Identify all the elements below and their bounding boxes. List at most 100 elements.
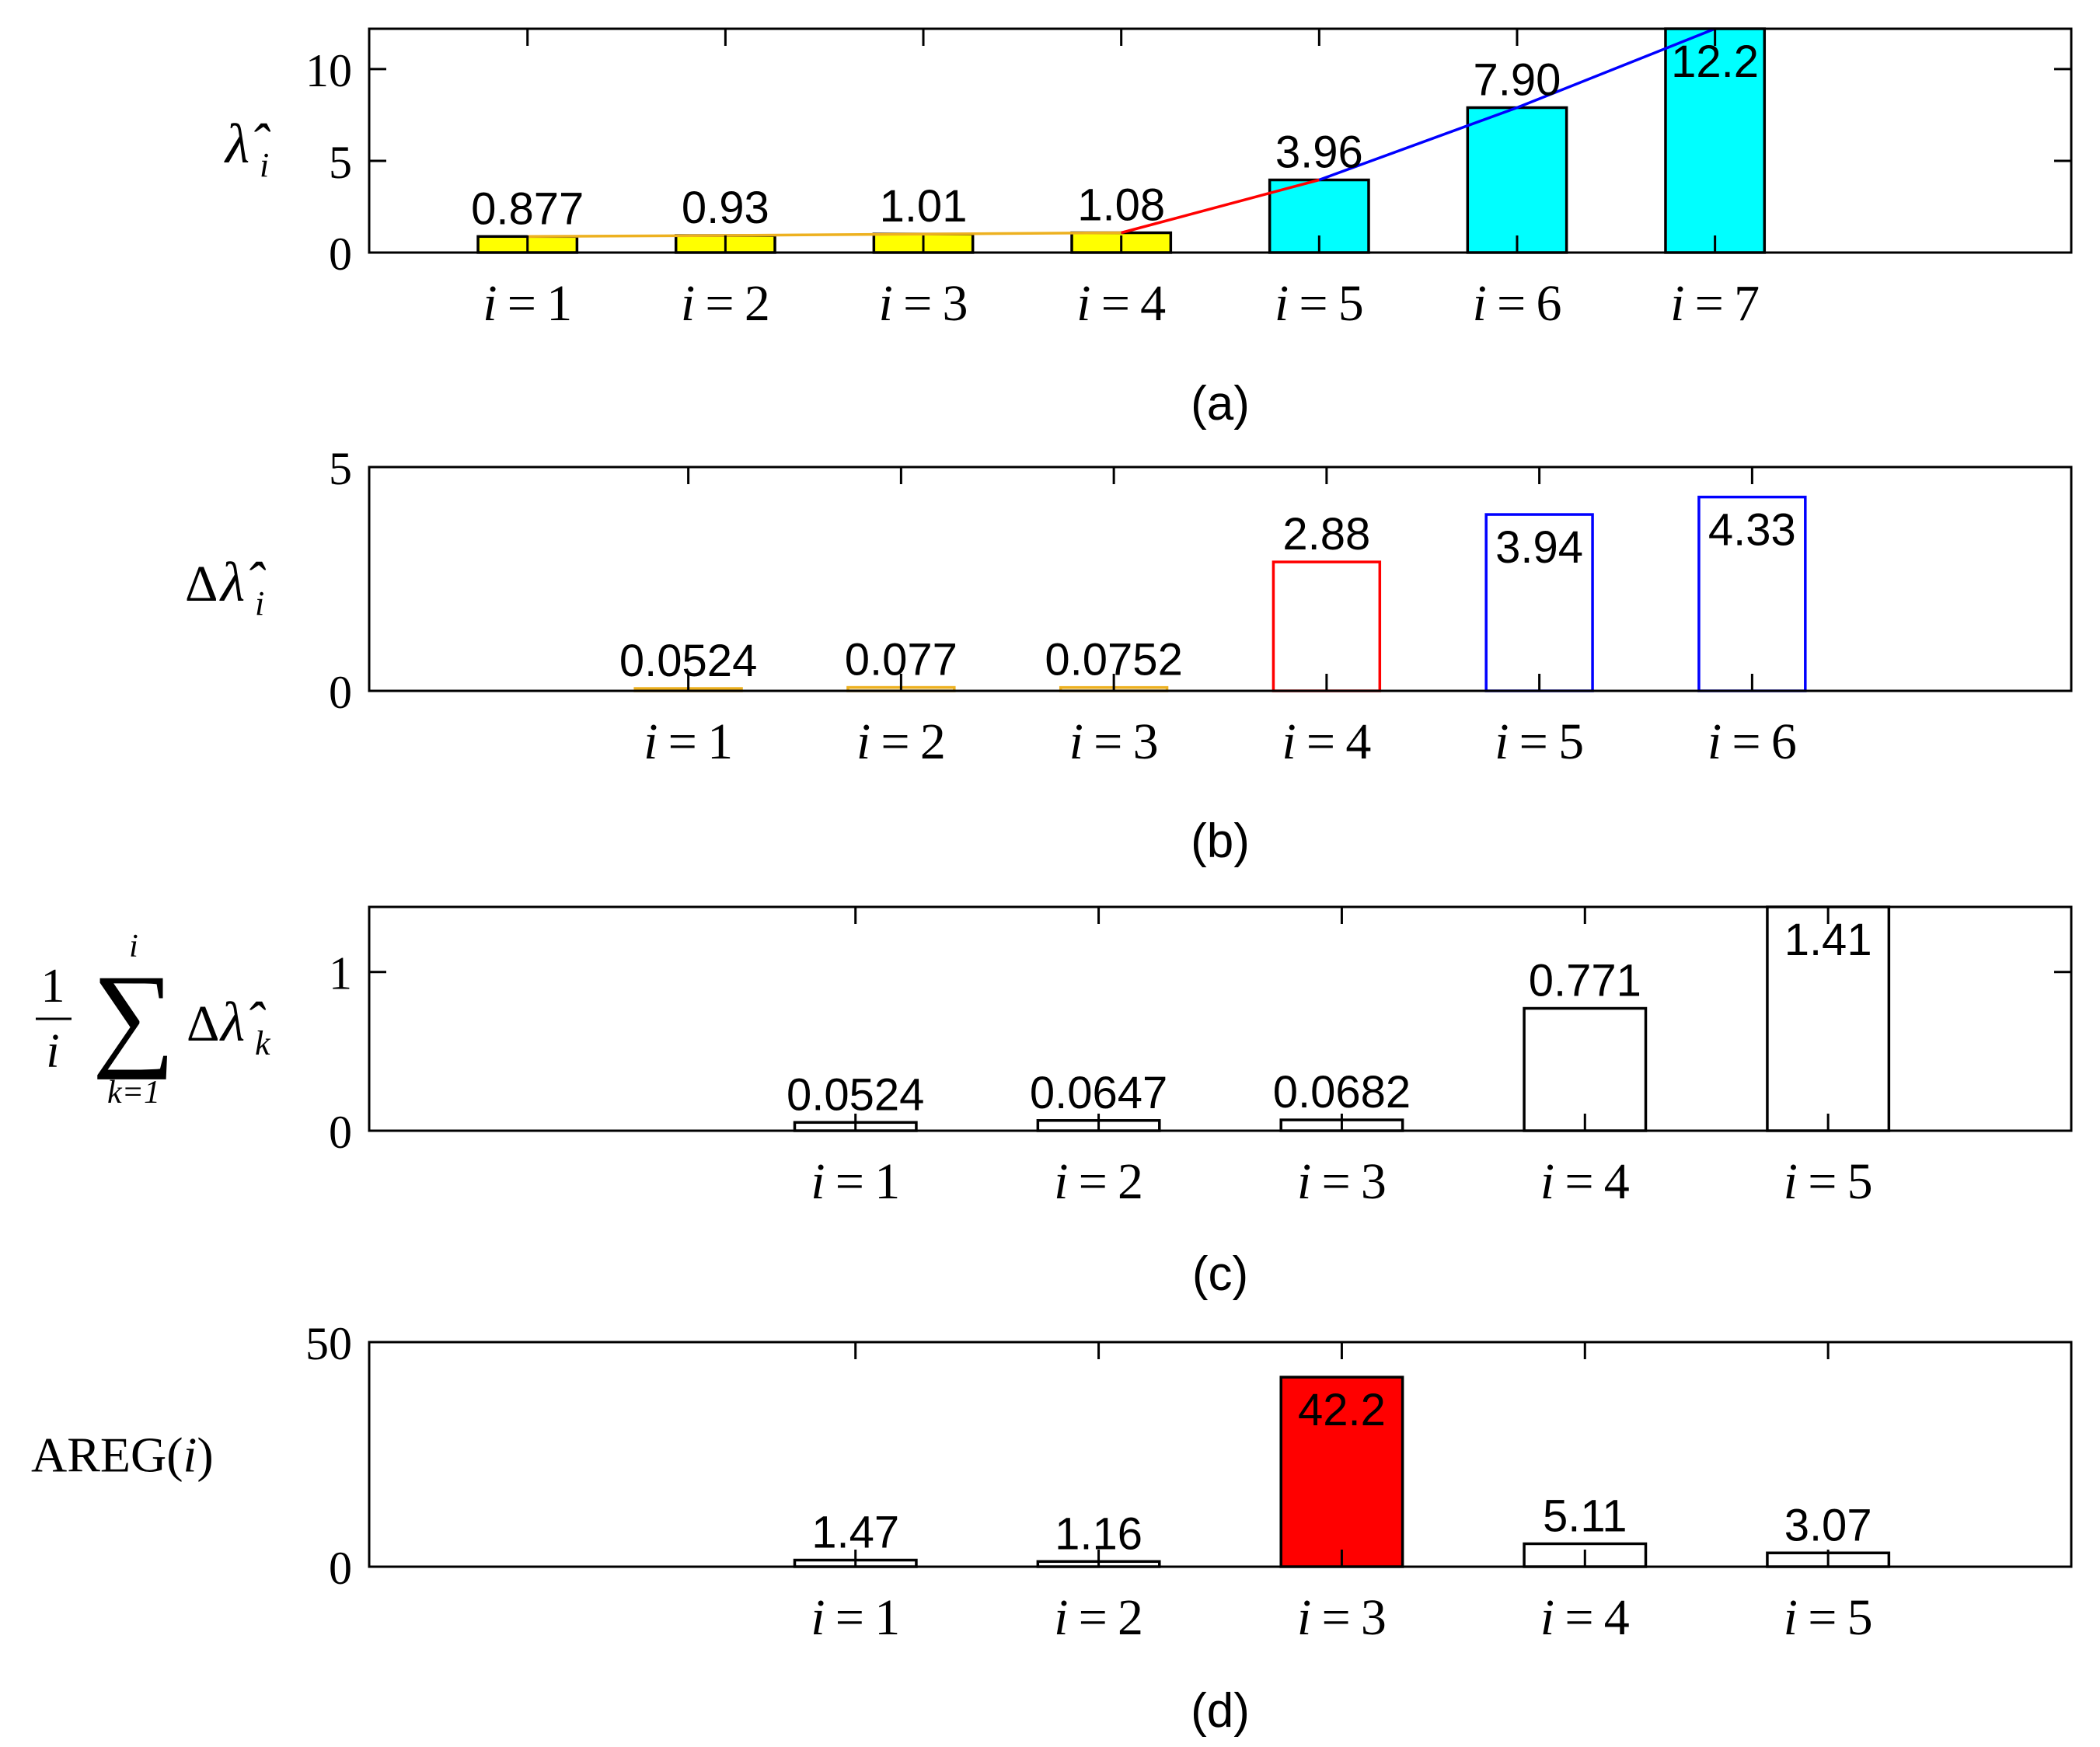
data-label: 0.93 — [682, 183, 769, 233]
x-tick-label: i = 2 — [681, 275, 770, 332]
x-tick-label: i = 6 — [1472, 275, 1561, 332]
y-tick-label: 5 — [329, 137, 352, 188]
x-tick-label: i = 5 — [1495, 713, 1584, 770]
x-tick-label: i = 1 — [811, 1153, 900, 1210]
x-tick-eq: = 6 — [1722, 713, 1797, 770]
data-label: 42.2 — [1298, 1385, 1386, 1435]
data-label: 1.01 — [880, 181, 968, 232]
x-tick-label: i = 5 — [1784, 1589, 1873, 1646]
sum-symbol: ∑ — [92, 951, 176, 1080]
x-tick-eq: = 3 — [1311, 1153, 1387, 1210]
data-label: 1.47 — [811, 1508, 899, 1558]
y-tick-label: 0 — [329, 667, 352, 718]
x-tick-eq: = 2 — [695, 275, 770, 332]
x-tick-eq: = 7 — [1684, 275, 1760, 332]
x-tick-label: i = 3 — [1069, 713, 1159, 770]
x-tick-var: i — [856, 713, 870, 770]
data-label: 0.877 — [471, 183, 584, 234]
x-tick-eq: = 4 — [1554, 1589, 1630, 1646]
y-tick-label: 50 — [305, 1318, 352, 1369]
x-tick-label: i = 3 — [1297, 1153, 1387, 1210]
x-tick-var: i — [1472, 275, 1486, 332]
data-label: 0.0682 — [1273, 1067, 1411, 1118]
y-label-denominator: i — [46, 1025, 59, 1078]
x-tick-label: i = 3 — [1297, 1589, 1387, 1646]
data-label: 12.2 — [1671, 37, 1759, 87]
x-tick-eq: = 2 — [870, 713, 946, 770]
x-tick-label: i = 1 — [644, 713, 733, 770]
panel-label: (b) — [1191, 814, 1250, 868]
y-label-subscript: i — [260, 146, 269, 184]
x-tick-var: i — [1784, 1153, 1798, 1210]
y-label-text: AREG( — [31, 1428, 183, 1483]
data-label: 2.88 — [1282, 509, 1370, 560]
x-tick-var: i — [1297, 1589, 1311, 1646]
x-tick-eq: = 1 — [825, 1589, 901, 1646]
x-tick-eq: = 5 — [1798, 1589, 1873, 1646]
y-label-prefix: Δ — [185, 556, 218, 612]
y-axis-label: λ̂ i — [224, 113, 270, 184]
x-tick-var: i — [1297, 1153, 1311, 1210]
axes-box — [368, 905, 2073, 1132]
y-tick-label: 1 — [329, 948, 352, 999]
data-label: 0.771 — [1529, 956, 1641, 1006]
data-label: 3.96 — [1275, 127, 1363, 178]
x-tick-label: i = 3 — [879, 275, 968, 332]
x-tick-eq: = 6 — [1487, 275, 1562, 332]
data-label: 0.0647 — [1030, 1068, 1167, 1118]
y-label-var: i — [183, 1428, 197, 1483]
x-tick-eq: = 4 — [1091, 275, 1167, 332]
x-tick-var: i — [811, 1589, 825, 1646]
y-axis-label: 1i ∑ik=1Δ λ̂ k — [36, 929, 271, 1111]
sum-upper: i — [129, 929, 138, 964]
trend-line-2 — [1121, 178, 1320, 235]
x-tick-eq: = 4 — [1554, 1153, 1630, 1210]
x-tick-label: i = 2 — [1054, 1589, 1143, 1646]
x-tick-eq: = 3 — [1083, 713, 1159, 770]
x-tick-var: i — [644, 713, 658, 770]
x-tick-var: i — [681, 275, 695, 332]
x-tick-var: i — [811, 1153, 825, 1210]
x-tick-eq: = 2 — [1068, 1589, 1143, 1646]
x-tick-var: i — [1069, 713, 1083, 770]
bar-4 — [1272, 560, 1382, 692]
x-tick-eq: = 5 — [1289, 275, 1364, 332]
y-label-numerator: 1 — [41, 960, 65, 1013]
x-tick-label: i = 4 — [1540, 1589, 1630, 1646]
data-label: 1.16 — [1055, 1508, 1142, 1559]
trend-line-1 — [527, 231, 1122, 239]
x-tick-label: i = 4 — [1282, 713, 1371, 770]
x-tick-var: i — [483, 275, 497, 332]
panel-label: (c) — [1192, 1247, 1248, 1301]
y-tick-label: 0 — [329, 1107, 352, 1158]
data-label: 0.0524 — [619, 636, 757, 686]
axes-box — [368, 27, 2073, 254]
data-label: 1.41 — [1784, 915, 1872, 965]
y-label-subscript: i — [255, 584, 264, 622]
x-tick-eq: = 3 — [893, 275, 968, 332]
x-tick-label: i = 5 — [1784, 1153, 1873, 1210]
x-tick-eq: = 4 — [1296, 713, 1372, 770]
x-tick-var: i — [1275, 275, 1289, 332]
panel-label: (d) — [1191, 1684, 1250, 1738]
y-axis-label: AREG(i) — [31, 1428, 214, 1483]
x-tick-eq: = 3 — [1311, 1589, 1387, 1646]
y-tick-label: 5 — [329, 443, 352, 494]
x-tick-label: i = 2 — [856, 713, 946, 770]
data-label: 0.0524 — [787, 1069, 924, 1120]
x-tick-eq: = 5 — [1509, 713, 1584, 770]
x-tick-label: i = 7 — [1670, 275, 1760, 332]
x-tick-label: i = 4 — [1540, 1153, 1630, 1210]
y-label-subscript: k — [255, 1024, 271, 1062]
data-label: 0.077 — [845, 635, 958, 685]
x-tick-var: i — [1054, 1153, 1068, 1210]
y-tick-label: 0 — [329, 1543, 352, 1594]
x-tick-label: i = 1 — [483, 275, 572, 332]
x-tick-var: i — [1495, 713, 1509, 770]
